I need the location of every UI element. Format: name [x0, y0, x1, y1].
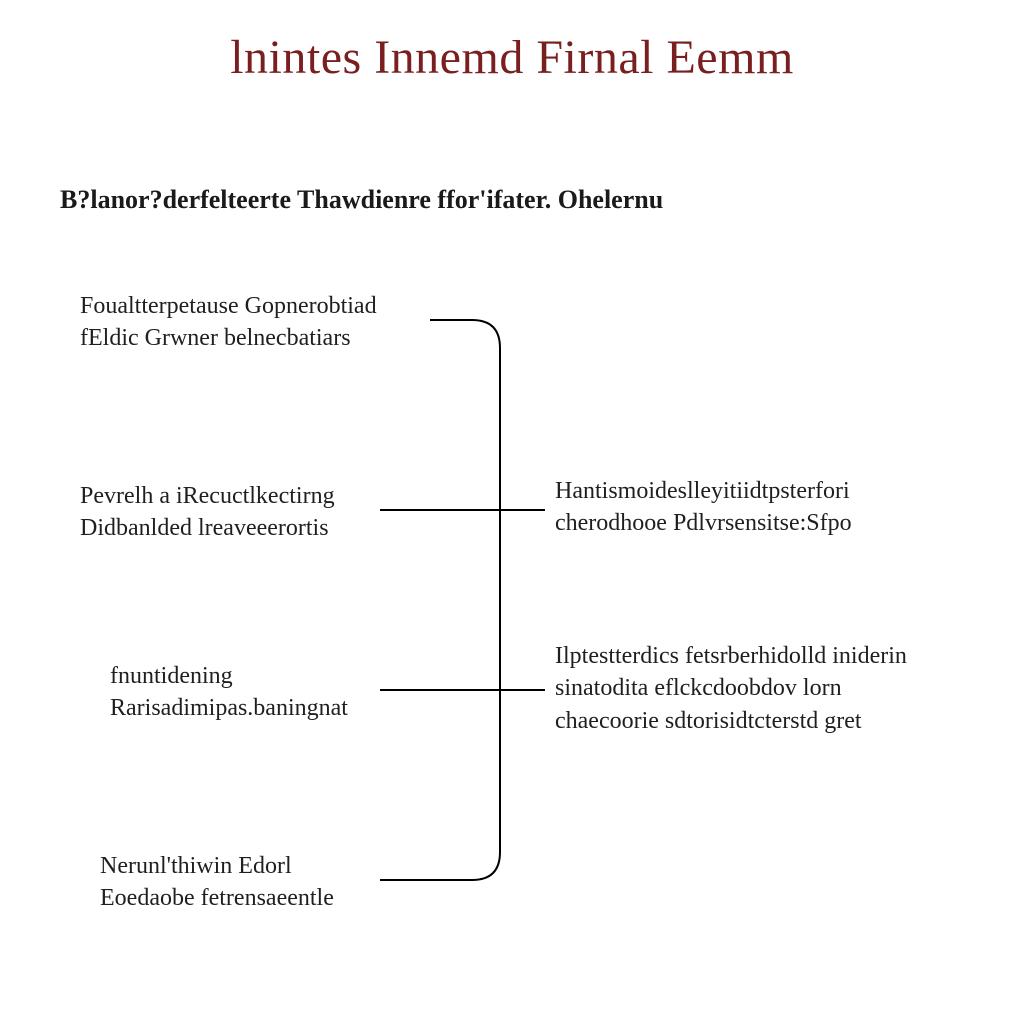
diagram-title: lnintes Innemd Firnal Eemm — [0, 30, 1024, 85]
node-line1: Foualtterpetause Gopnerobtiad — [80, 290, 377, 322]
node-line2: Eoedaobe fetrensaeentle — [100, 882, 334, 914]
node-n5: Hantismoideslleyitiidtpsterforicherodhoo… — [555, 475, 852, 540]
node-line1: Pevrelh a iRecuctlkectirng — [80, 480, 335, 512]
node-line2: sinatodita eflckcdoobdov lorn — [555, 672, 907, 704]
node-line2: Rarisadimipas.baningnat — [110, 692, 348, 724]
subtitle-text: B?lanor?derfelteerte Thawdienre ffor'ifa… — [60, 185, 663, 214]
node-line1: Ilptestterdics fetsrberhidolld iniderin — [555, 640, 907, 672]
node-line2: cherodhooe Pdlvrsensitse:Sfpo — [555, 507, 852, 539]
node-n4: Nerunl'thiwin EdorlEoedaobe fetrensaeent… — [100, 850, 334, 915]
diagram-subtitle: B?lanor?derfelteerte Thawdienre ffor'ifa… — [60, 185, 663, 215]
node-line1: Nerunl'thiwin Edorl — [100, 850, 334, 882]
node-line2: Didbanlded lreaveeerortis — [80, 512, 335, 544]
node-n3: fnuntideningRarisadimipas.baningnat — [110, 660, 348, 725]
node-line2: fEldic Grwner belnecbatiars — [80, 322, 377, 354]
node-line1: Hantismoideslleyitiidtpsterfori — [555, 475, 852, 507]
connector-path — [380, 690, 500, 880]
node-n2: Pevrelh a iRecuctlkectirngDidbanlded lre… — [80, 480, 335, 545]
node-n6: Ilptestterdics fetsrberhidolld iniderins… — [555, 640, 907, 737]
node-line1: fnuntidening — [110, 660, 348, 692]
title-text: lnintes Innemd Firnal Eemm — [230, 31, 794, 84]
node-line3: chaecoorie sdtorisidtcterstd gret — [555, 705, 907, 737]
connector-path — [430, 320, 500, 510]
diagram-page: lnintes Innemd Firnal Eemm B?lanor?derfe… — [0, 0, 1024, 1024]
node-n1: Foualtterpetause GopnerobtiadfEldic Grwn… — [80, 290, 377, 355]
